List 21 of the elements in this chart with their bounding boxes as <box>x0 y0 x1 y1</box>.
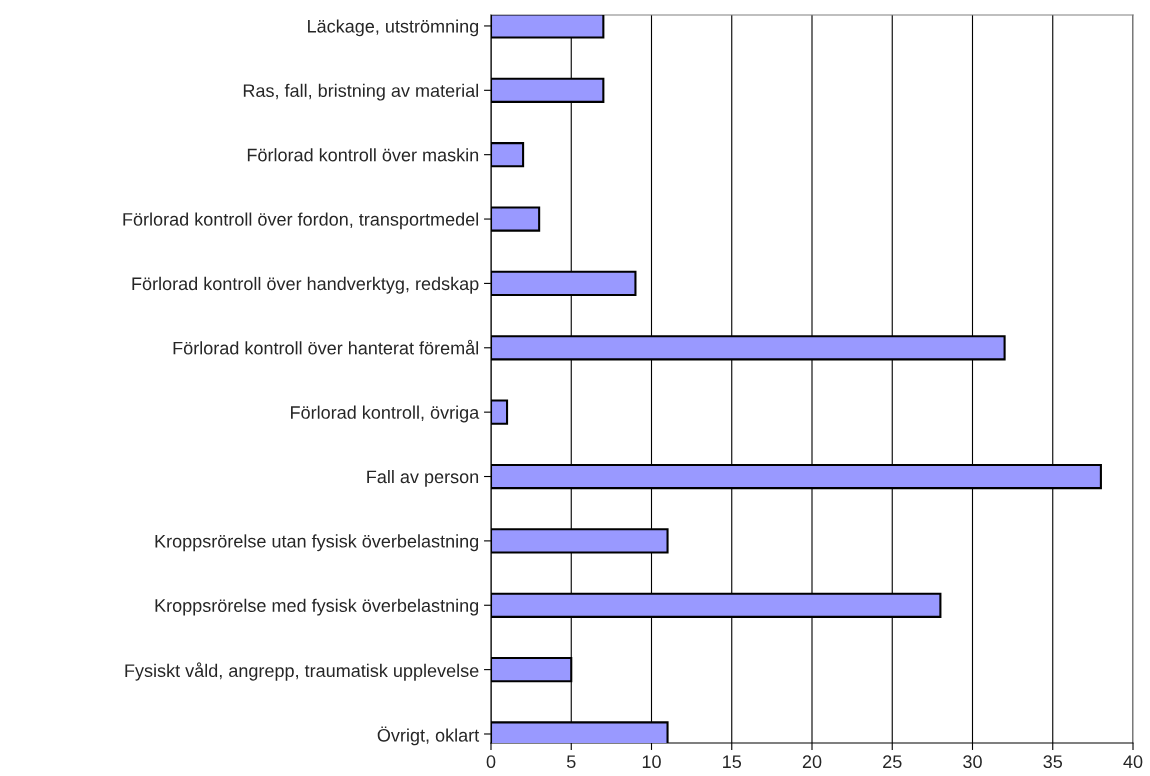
x-tick-label: 0 <box>486 755 496 769</box>
y-tick-label: Förlorad kontroll över maskin <box>247 148 479 162</box>
y-tick-label: Fysiskt våld, angrepp, traumatisk upplevelse <box>125 662 479 681</box>
x-tick-label: 5 <box>566 755 576 769</box>
x-tick-label: 25 <box>883 755 902 769</box>
y-tick-label: Förlorad kontroll över fordon, transportmedel <box>123 212 479 230</box>
y-tick-label: Ras, fall, bristning av material <box>243 83 478 101</box>
x-tick-label: 35 <box>1043 755 1063 769</box>
x-tick-label: 20 <box>802 755 822 769</box>
x-tick-label: 15 <box>723 755 742 769</box>
y-tick-label: Fall av person <box>367 469 479 487</box>
y-tick-label: Förlorad kontroll över handverktyg, redskap <box>132 276 479 294</box>
y-tick-label: Förlorad kontroll över hanterat föremål <box>173 339 479 355</box>
y-tick-label: Läckage, utströmning <box>308 19 479 37</box>
y-tick-label: Förlorad kontroll, övriga <box>291 405 480 423</box>
y-tick-label: Övrigt, oklart <box>377 726 480 746</box>
y-tick-label: Kroppsrörelse utan fysisk överbelastning <box>155 534 479 552</box>
x-tick-label: 40 <box>1123 755 1143 769</box>
x-tick-label: 30 <box>963 755 982 769</box>
x-tick-label: 10 <box>642 755 661 769</box>
y-tick-label: Kroppsrörelse med fysisk överbelastning <box>155 598 479 616</box>
